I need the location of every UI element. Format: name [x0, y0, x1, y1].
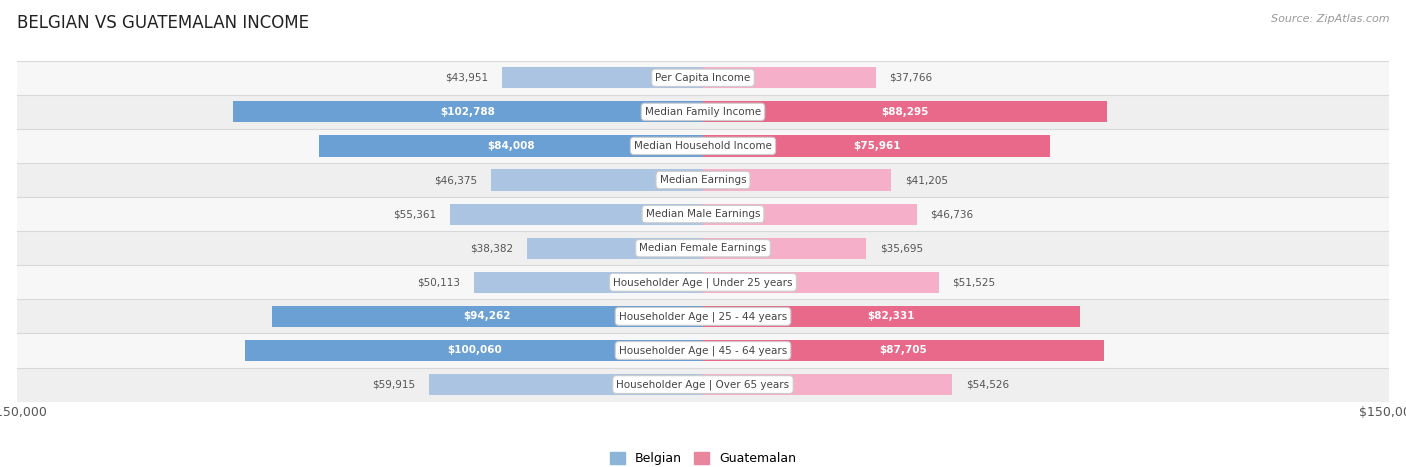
- Text: $55,361: $55,361: [392, 209, 436, 219]
- Text: $100,060: $100,060: [447, 346, 502, 355]
- Bar: [17, 299, 1389, 333]
- Bar: [491, 170, 703, 191]
- Bar: [17, 265, 1389, 299]
- Bar: [319, 135, 703, 156]
- Bar: [17, 129, 1389, 163]
- Text: $102,788: $102,788: [440, 107, 495, 117]
- Text: Median Male Earnings: Median Male Earnings: [645, 209, 761, 219]
- Bar: [17, 231, 1389, 265]
- Text: Median Family Income: Median Family Income: [645, 107, 761, 117]
- Text: $41,205: $41,205: [905, 175, 948, 185]
- Bar: [233, 101, 703, 122]
- Bar: [703, 306, 1080, 327]
- Text: Householder Age | Under 25 years: Householder Age | Under 25 years: [613, 277, 793, 288]
- Bar: [703, 204, 917, 225]
- Text: Median Female Earnings: Median Female Earnings: [640, 243, 766, 253]
- Bar: [245, 340, 703, 361]
- Text: Per Capita Income: Per Capita Income: [655, 73, 751, 83]
- Bar: [271, 306, 703, 327]
- Legend: Belgian, Guatemalan: Belgian, Guatemalan: [605, 447, 801, 467]
- Text: Median Household Income: Median Household Income: [634, 141, 772, 151]
- Bar: [17, 61, 1389, 95]
- Bar: [429, 374, 703, 395]
- Bar: [703, 67, 876, 88]
- Text: Median Earnings: Median Earnings: [659, 175, 747, 185]
- Bar: [17, 197, 1389, 231]
- Text: $54,526: $54,526: [966, 380, 1010, 389]
- Text: $50,113: $50,113: [418, 277, 460, 287]
- Text: $43,951: $43,951: [446, 73, 488, 83]
- Text: $82,331: $82,331: [868, 311, 915, 321]
- Text: $38,382: $38,382: [471, 243, 513, 253]
- Text: BELGIAN VS GUATEMALAN INCOME: BELGIAN VS GUATEMALAN INCOME: [17, 14, 309, 32]
- Bar: [17, 368, 1389, 402]
- Text: Householder Age | Over 65 years: Householder Age | Over 65 years: [616, 379, 790, 390]
- Bar: [703, 101, 1107, 122]
- Text: Source: ZipAtlas.com: Source: ZipAtlas.com: [1271, 14, 1389, 24]
- Bar: [703, 170, 891, 191]
- Text: $46,736: $46,736: [931, 209, 973, 219]
- Text: $87,705: $87,705: [880, 346, 928, 355]
- Bar: [703, 238, 866, 259]
- Text: $75,961: $75,961: [853, 141, 900, 151]
- Bar: [474, 272, 703, 293]
- Bar: [502, 67, 703, 88]
- Text: Householder Age | 45 - 64 years: Householder Age | 45 - 64 years: [619, 345, 787, 356]
- Bar: [703, 135, 1050, 156]
- Bar: [703, 340, 1104, 361]
- Text: $51,525: $51,525: [952, 277, 995, 287]
- Text: $88,295: $88,295: [882, 107, 928, 117]
- Text: $35,695: $35,695: [880, 243, 924, 253]
- Bar: [17, 95, 1389, 129]
- Bar: [17, 333, 1389, 368]
- Bar: [17, 163, 1389, 197]
- Text: $84,008: $84,008: [486, 141, 534, 151]
- Text: $94,262: $94,262: [464, 311, 512, 321]
- Text: $46,375: $46,375: [434, 175, 477, 185]
- Text: $59,915: $59,915: [373, 380, 415, 389]
- Bar: [703, 374, 952, 395]
- Text: Householder Age | 25 - 44 years: Householder Age | 25 - 44 years: [619, 311, 787, 322]
- Bar: [703, 272, 939, 293]
- Bar: [527, 238, 703, 259]
- Text: $37,766: $37,766: [890, 73, 932, 83]
- Bar: [450, 204, 703, 225]
